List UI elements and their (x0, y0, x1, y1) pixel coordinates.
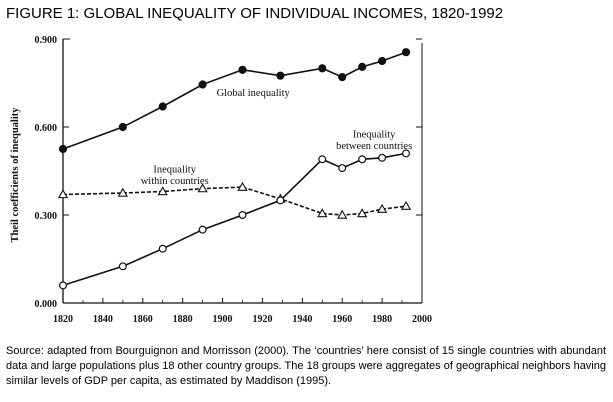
data-point (197, 183, 208, 193)
y-tick-label: 0.000 (35, 299, 58, 310)
data-point (376, 203, 388, 213)
x-tick-label: 1920 (252, 314, 272, 325)
series-label: Inequality (353, 129, 396, 140)
series-line (62, 186, 407, 216)
data-point (118, 262, 127, 271)
y-tick-label: 0.900 (35, 35, 58, 46)
data-point (318, 155, 327, 164)
data-point (337, 209, 348, 219)
series-label: within countries (141, 176, 209, 187)
series-label: Global inequality (217, 88, 291, 99)
source-caption: Source: adapted from Bourguignon and Mor… (6, 345, 606, 387)
data-point (157, 186, 168, 196)
x-tick-label: 1840 (93, 314, 113, 325)
series-markers (57, 48, 412, 290)
data-point (318, 64, 327, 73)
data-point (358, 62, 367, 71)
data-point (237, 181, 248, 191)
data-point (158, 102, 167, 111)
data-point (158, 244, 167, 253)
series-lines (62, 51, 407, 287)
data-point (198, 80, 207, 89)
line-chart: 1820 1840 1860 1880 1900 1920 1940 1960 1980 2000… (10, 35, 432, 325)
x-tick-label: 1960 (332, 314, 352, 325)
series-label: between countries (336, 141, 412, 152)
x-tick-label: 1880 (173, 314, 193, 325)
data-point (401, 48, 411, 57)
data-point (338, 164, 347, 173)
x-tick-label: 1980 (372, 314, 392, 325)
axis-ticks: 1820 1840 1860 1880 1900 1920 1940 1960 1980 2000… (10, 35, 432, 325)
data-point (58, 281, 67, 290)
data-point (198, 225, 207, 234)
data-point (400, 200, 412, 210)
y-axis-label: Theil coefficients of inequality (10, 107, 21, 243)
x-tick-label: 1820 (53, 314, 73, 325)
x-tick-label: 2000 (412, 314, 432, 325)
x-tick-label: 1900 (213, 314, 233, 325)
figure-title: FIGURE 1: GLOBAL INEQUALITY OF INDIVIDUA… (6, 5, 504, 22)
data-point (238, 65, 247, 74)
data-point (378, 153, 387, 162)
data-point (358, 155, 367, 164)
data-point (57, 189, 69, 199)
data-point (58, 144, 68, 154)
data-point (117, 187, 128, 197)
data-point (118, 122, 127, 132)
data-point (317, 208, 328, 218)
data-point (357, 208, 368, 218)
y-tick-label: 0.300 (35, 211, 58, 222)
data-point (338, 73, 347, 82)
series-label: Inequality (153, 164, 196, 175)
x-tick-label: 1940 (292, 314, 312, 325)
data-point (378, 56, 387, 66)
data-point (402, 149, 411, 158)
series-line (62, 152, 407, 287)
data-point (276, 71, 285, 80)
x-tick-label: 1860 (133, 314, 153, 325)
y-tick-label: 0.600 (35, 123, 58, 134)
data-point (276, 196, 285, 205)
data-point (238, 211, 247, 220)
chart-axes (62, 38, 423, 304)
